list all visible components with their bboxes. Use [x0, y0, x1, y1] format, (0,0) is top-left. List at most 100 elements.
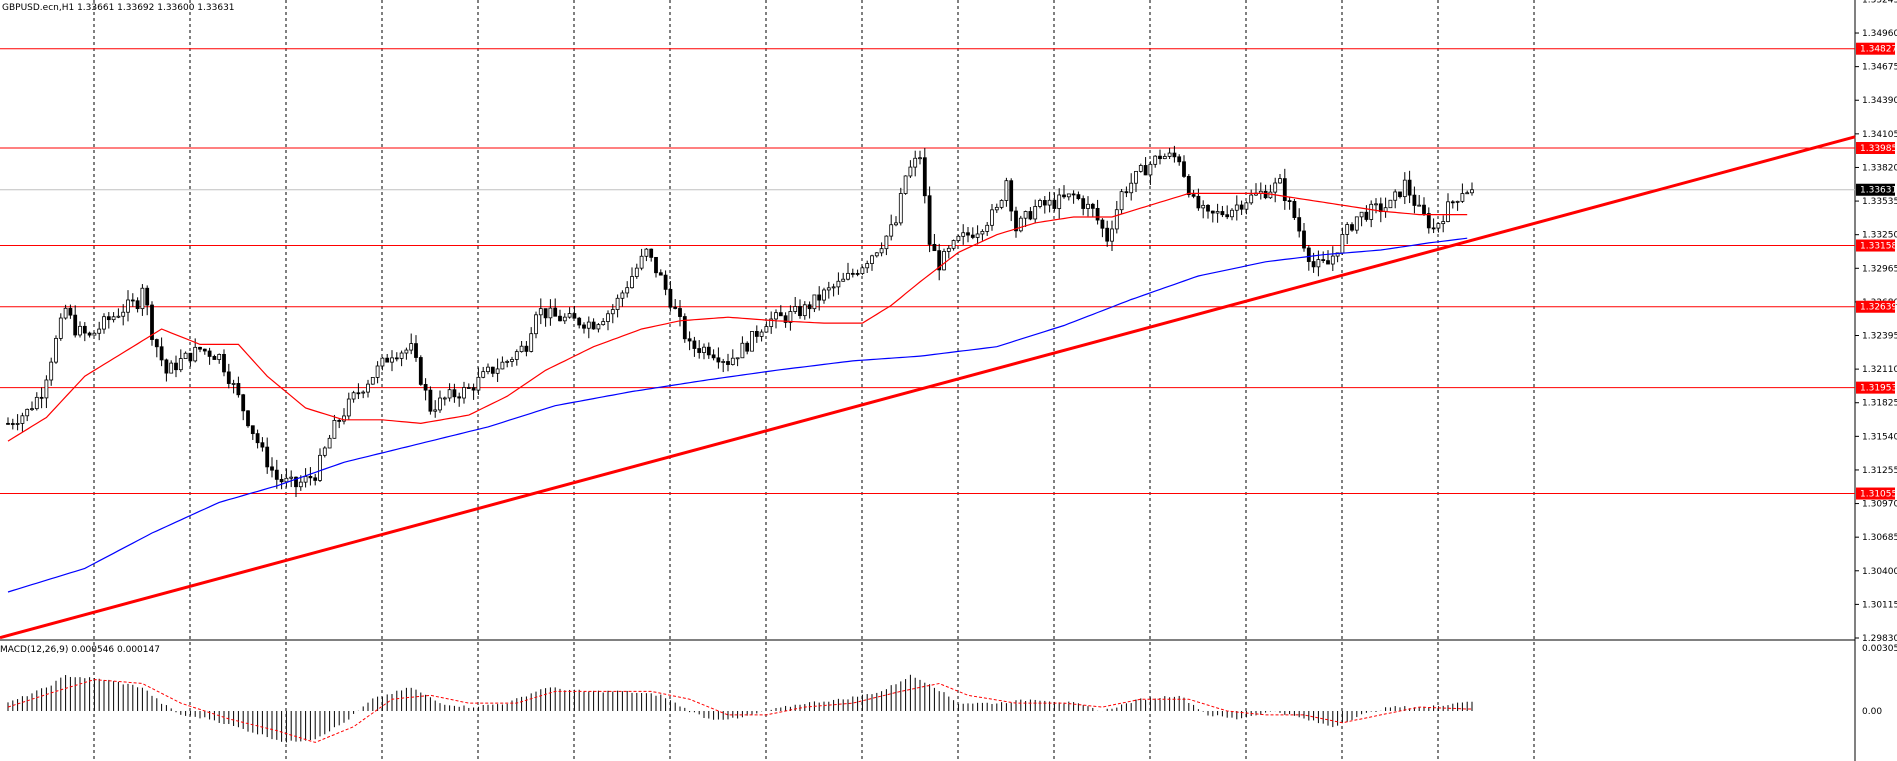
level-badge-label: 1.33158: [1860, 242, 1897, 252]
candle-body: [1153, 155, 1158, 165]
grid: [0, 0, 1856, 761]
candle-body: [1465, 192, 1470, 195]
candle-body: [106, 316, 111, 321]
candle-body: [466, 387, 471, 389]
candle-body: [702, 346, 706, 353]
candle-body: [481, 371, 486, 378]
candle-body: [438, 397, 442, 411]
candle-body: [1273, 182, 1278, 193]
candle-body: [1393, 191, 1398, 201]
candle-body: [1287, 200, 1292, 203]
candle-body: [1014, 210, 1018, 232]
candle-body: [846, 272, 850, 280]
candle-body: [1450, 201, 1455, 204]
candle-body: [1009, 180, 1014, 212]
candle-body: [1249, 194, 1254, 204]
candle-body: [769, 318, 774, 327]
level-badge: [1856, 487, 1895, 500]
candle-body: [1167, 152, 1172, 157]
candle-body: [1062, 194, 1066, 198]
level-badge-label: 1.34827: [1860, 45, 1897, 55]
candle-body: [740, 342, 745, 359]
candle-body: [630, 276, 634, 289]
candle-body: [322, 447, 327, 456]
candle-body: [534, 314, 538, 335]
candle-body: [822, 289, 826, 301]
candle-body: [596, 324, 601, 330]
current-price-badge: [1856, 183, 1895, 196]
candle-body: [567, 313, 572, 318]
candle-body: [10, 423, 15, 425]
candle-body: [1340, 233, 1345, 254]
candle-body: [1225, 214, 1230, 218]
candle-body: [1441, 221, 1446, 225]
candle-body: [1354, 216, 1359, 231]
candle-body: [135, 300, 140, 310]
candle-body: [793, 306, 798, 312]
candle-body: [63, 307, 68, 319]
candle-body: [514, 351, 519, 360]
level-badge-label: 1.32639: [1860, 303, 1897, 313]
candle-body: [1220, 211, 1225, 216]
trend-line: [0, 135, 1856, 640]
candles: [6, 145, 1474, 498]
candle-body: [308, 476, 313, 479]
candle-body: [30, 408, 34, 411]
macd-panel: [7, 674, 1473, 743]
candle-body: [577, 317, 582, 326]
candle-body: [447, 389, 452, 399]
candle-body: [375, 365, 380, 378]
level-badge-label: 1.33985: [1860, 144, 1897, 154]
candle-body: [385, 357, 390, 363]
candle-body: [826, 287, 831, 291]
candle-body: [1138, 165, 1143, 172]
candle-body: [327, 437, 332, 449]
candle-body: [49, 361, 54, 381]
candle-body: [961, 232, 966, 237]
candle-body: [423, 384, 428, 391]
candle-body: [644, 248, 649, 257]
candle-body: [1431, 227, 1436, 230]
candle-body: [97, 328, 102, 334]
symbol-ohlc-label: GBPUSD.ecn,H1 1.33661 1.33692 1.33600 1.…: [2, 3, 235, 13]
macd-signal-line: [7, 679, 1472, 743]
axis-tick-label: 1.34675: [1862, 63, 1897, 73]
candle-body: [1268, 191, 1273, 199]
candle-body: [255, 433, 260, 444]
candle-body: [1306, 247, 1311, 262]
candle-body: [1359, 211, 1364, 218]
candle-body: [298, 481, 303, 488]
candle-body: [140, 287, 145, 310]
candle-body: [994, 206, 999, 211]
candle-body: [970, 234, 975, 238]
candle-body: [92, 332, 97, 336]
candle-body: [1134, 170, 1138, 184]
candle-body: [394, 357, 399, 360]
candle-body: [303, 476, 308, 483]
candle-body: [1398, 191, 1402, 198]
candle-body: [236, 383, 241, 396]
candle-body: [68, 307, 73, 316]
candle-body: [764, 326, 769, 333]
candle-body: [860, 267, 865, 274]
axis-tick-label: 1.31825: [1862, 399, 1897, 409]
candle-body: [1090, 203, 1095, 209]
candle-body: [1230, 209, 1234, 218]
candle-body: [1033, 206, 1038, 220]
candle-body: [1278, 178, 1282, 184]
axis-tick-label: 1.33535: [1862, 197, 1897, 207]
candle-body: [610, 309, 615, 315]
candle-body: [428, 389, 433, 412]
candle-body: [1422, 204, 1426, 214]
candle-body: [663, 274, 668, 290]
candle-body: [1004, 180, 1009, 201]
horizontal-levels: [0, 48, 1855, 495]
candle-body: [879, 248, 884, 254]
candle-body: [788, 311, 793, 323]
candle-body: [265, 446, 270, 468]
candle-body: [898, 193, 903, 224]
macd-axis-max-label: 0.003054: [1862, 644, 1897, 654]
candle-body: [606, 313, 610, 322]
candle-body: [591, 321, 596, 330]
